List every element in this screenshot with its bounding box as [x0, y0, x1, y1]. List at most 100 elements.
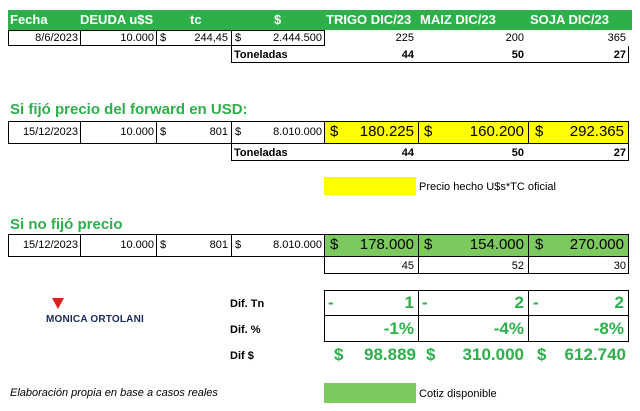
row3-cur-maiz: $ [424, 236, 433, 253]
header-soja: SOJA DIC/23 [530, 12, 609, 27]
row3-deuda: 10.000 [120, 239, 154, 251]
row2-tc: 801 [209, 126, 228, 138]
header-deuda: DEUDA u$S [80, 12, 154, 27]
row2-cur-trigo: $ [330, 123, 339, 140]
row2-cur1: $ [160, 126, 167, 138]
dif-pct-divider [528, 316, 529, 342]
dif-tn-divider [418, 290, 419, 316]
row3-maiz-cell [419, 234, 529, 257]
row3-divider [156, 234, 157, 257]
row3-fecha: 15/12/2023 [22, 239, 78, 251]
tons1-line [231, 62, 629, 63]
tons3-soja: 30 [613, 260, 626, 272]
row1-soja: 365 [607, 32, 626, 44]
dif-pesos-trigo: 98.889 [364, 345, 416, 364]
dif-pct-frame [324, 316, 629, 342]
row3-frame [8, 234, 324, 257]
dif-pesos-cur-soja: $ [537, 345, 547, 364]
dif-pct-trigo: -1% [383, 319, 414, 338]
row2-soja: 292.365 [569, 123, 624, 140]
row2-divider [80, 121, 81, 144]
tons3-divider [418, 257, 419, 274]
row3-cur-trigo: $ [330, 236, 339, 253]
tons2-right [628, 144, 629, 161]
tons1-trigo: 44 [401, 49, 414, 61]
tons2-soja: 27 [613, 147, 626, 159]
header-tc: tc [190, 12, 202, 27]
dif-pct-divider [418, 316, 419, 342]
dif-tn-dash-maiz: - [422, 293, 428, 312]
dif-pesos-cur-trigo: $ [334, 345, 344, 364]
row2-trigo: 180.225 [359, 123, 414, 140]
row2-pesos: 8.010.000 [273, 126, 322, 138]
tons3-frame [324, 257, 629, 274]
row3-cur-soja: $ [535, 236, 544, 253]
header-maiz: MAIZ DIC/23 [420, 12, 496, 27]
tons2-line [231, 160, 629, 161]
row3-divider [231, 234, 232, 257]
dif-pct-soja: -8% [593, 319, 624, 338]
dif-tn-frame [324, 290, 629, 316]
row1-divider [80, 30, 81, 46]
tons2-trigo: 44 [401, 147, 414, 159]
row3-cur1: $ [160, 239, 167, 251]
row3-trigo: 178.000 [359, 236, 414, 253]
row3-divider [80, 234, 81, 257]
row1-divider [156, 30, 157, 46]
row1-cur1: $ [160, 32, 167, 44]
row1-maiz: 200 [505, 32, 524, 44]
dif-tn-divider [528, 290, 529, 316]
footer-note: Elaboración propia en base a casos reale… [10, 387, 218, 399]
tons2-left [231, 144, 232, 161]
header-trigo: TRIGO DIC/23 [326, 12, 412, 27]
row2-fecha: 15/12/2023 [22, 126, 78, 138]
legend-green-swatch [324, 383, 416, 403]
row1-fecha: 8/6/2023 [35, 32, 78, 44]
tons2-label: Toneladas [234, 147, 288, 159]
row3-trigo-cell [324, 234, 419, 257]
tons1-right [628, 46, 629, 63]
row1-frame [8, 30, 325, 46]
header-fecha: Fecha [10, 12, 48, 27]
row1-divider [231, 30, 232, 46]
tons3-maiz: 52 [511, 260, 524, 272]
header-pesos: $ [274, 12, 282, 27]
tons2-maiz: 50 [511, 147, 524, 159]
row1-cur2: $ [235, 32, 242, 44]
legend-green-text: Cotiz disponible [419, 388, 497, 400]
section-nofijo-title: Si no fijó precio [10, 216, 123, 233]
row3-soja: 270.000 [569, 236, 624, 253]
dif-pesos-cur-maiz: $ [426, 345, 436, 364]
row2-trigo-cell [324, 121, 419, 144]
dif-tn-label: Dif. Tn [230, 298, 265, 310]
tons1-label: Toneladas [234, 49, 288, 61]
row3-maiz: 154.000 [469, 236, 524, 253]
tons1-maiz: 50 [511, 49, 524, 61]
logo-triangle-icon [52, 298, 64, 309]
dif-pct-label: Dif. % [230, 324, 261, 336]
dif-tn-trigo: 1 [404, 293, 414, 312]
tons1-soja: 27 [613, 49, 626, 61]
row2-soja-cell [529, 121, 629, 144]
dif-tn-maiz: 2 [514, 293, 524, 312]
legend-yellow-swatch [324, 177, 416, 195]
row1-trigo: 225 [395, 32, 414, 44]
row2-divider [231, 121, 232, 144]
dif-pesos-maiz: 310.000 [462, 345, 524, 364]
row2-frame [8, 121, 324, 144]
row2-maiz-cell [419, 121, 529, 144]
dif-tn-soja: 2 [614, 293, 624, 312]
dif-tn-dash-soja: - [533, 293, 539, 312]
row3-soja-cell [529, 234, 629, 257]
tons3-divider [528, 257, 529, 274]
section-forward-title: Si fijó precio del forward en USD: [10, 101, 248, 118]
row2-divider [156, 121, 157, 144]
row2-cur-soja: $ [535, 123, 544, 140]
legend-yellow-text: Precio hecho U$s*TC oficial [419, 181, 556, 193]
row1-tc: 244,45 [194, 32, 228, 44]
row2-deuda: 10.000 [120, 126, 154, 138]
dif-pct-maiz: -4% [493, 319, 524, 338]
logo-text: MONICA ORTOLANI [46, 314, 144, 325]
dif-pesos-soja: 612.740 [564, 345, 626, 364]
dif-pesos-label: Dif $ [230, 350, 254, 362]
